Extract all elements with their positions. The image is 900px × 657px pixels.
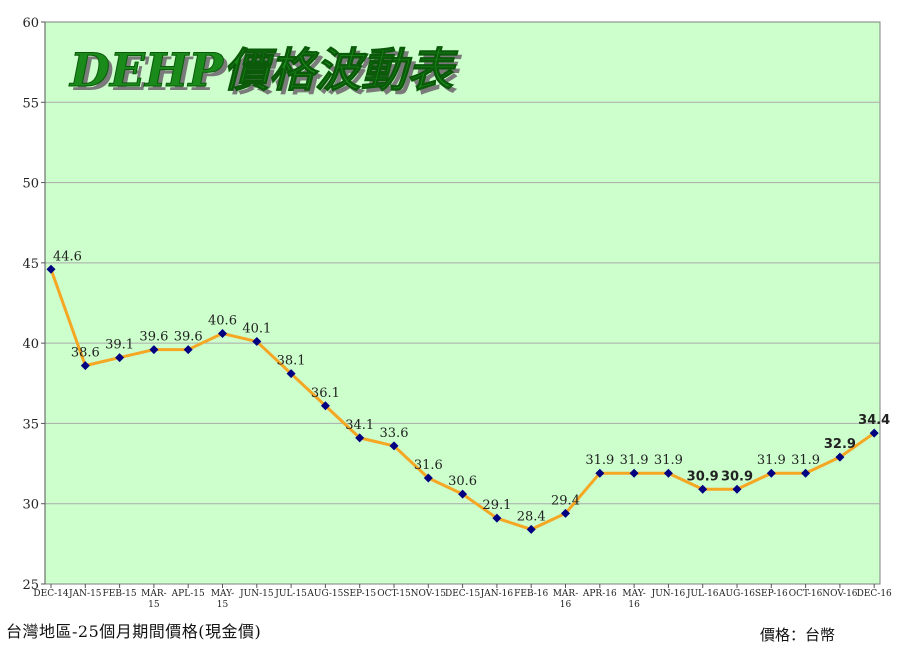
chart-title-shadow: DEHP價格波動表 xyxy=(72,47,463,101)
y-tick-label: 55 xyxy=(22,96,39,111)
data-point xyxy=(869,428,879,438)
data-labels: 44.6 38.6 39.1 39.6 39.6 40.6 40.1 38.1 36.1 34.1… xyxy=(53,249,890,524)
plot-area xyxy=(44,21,881,585)
x-tick-label: DEC-15 xyxy=(445,589,480,599)
data-label: 34.1 xyxy=(345,418,374,433)
data-point xyxy=(355,433,365,443)
x-tick-label: FEB-15 xyxy=(103,589,137,599)
y-tick-label: 60 xyxy=(22,16,39,31)
y-tick-label: 35 xyxy=(22,417,39,432)
y-tick-label: 50 xyxy=(22,177,39,192)
x-tick-label: JUL-15 xyxy=(274,589,307,599)
data-point xyxy=(698,484,708,494)
data-point xyxy=(801,468,811,478)
data-label: 31.9 xyxy=(757,453,786,468)
x-tick-label: DEC-14 xyxy=(33,589,68,599)
data-label: 31.6 xyxy=(414,458,443,473)
data-label: 39.1 xyxy=(105,338,134,353)
y-tick-label: 45 xyxy=(22,257,39,272)
x-tick-label: MAY-16 xyxy=(622,589,645,610)
data-point xyxy=(835,452,845,462)
chart-title: DEHP價格波動表 DEHP價格波動表 xyxy=(68,43,464,102)
x-tick-label: FEB-16 xyxy=(514,589,548,599)
y-tick-label: 30 xyxy=(22,498,39,513)
x-tick-label: APR-16 xyxy=(582,589,617,599)
gridlines xyxy=(45,101,880,505)
x-axis: DEC-14 JAN-15 FEB-15 MAR-15 APL-15 MAY-15 JUN-… xyxy=(33,584,892,610)
data-point xyxy=(218,329,227,339)
x-tick-label: MAR-15 xyxy=(141,589,167,610)
data-label: 39.6 xyxy=(139,330,168,345)
data-point xyxy=(595,468,605,478)
x-tick-label: SEP-15 xyxy=(343,589,376,599)
y-tick-label: 40 xyxy=(22,337,39,352)
x-tick-label: MAR-16 xyxy=(553,589,579,610)
data-point xyxy=(320,401,330,411)
data-label: 30.6 xyxy=(448,474,477,489)
data-point xyxy=(389,441,399,451)
data-point xyxy=(252,337,262,347)
unit-label: 價格：台幣 xyxy=(760,626,836,644)
x-tick-label: JAN-15 xyxy=(68,589,102,599)
data-point xyxy=(561,508,570,518)
data-label: 31.9 xyxy=(620,453,649,468)
data-label: 31.9 xyxy=(791,453,820,468)
data-point xyxy=(115,353,125,363)
x-tick-label: OCT-15 xyxy=(377,589,411,599)
footer-note: 台灣地區-25個月期間價格(現金價) xyxy=(6,622,262,641)
x-tick-label: AUG-16 xyxy=(718,589,755,599)
data-markers xyxy=(46,264,879,534)
data-label: 38.1 xyxy=(277,354,306,369)
chart-title-text: DEHP價格波動表 xyxy=(68,43,459,97)
x-tick-label: NOV-16 xyxy=(822,589,858,599)
data-point xyxy=(492,513,502,523)
data-point xyxy=(663,468,673,478)
data-label: 36.1 xyxy=(311,386,340,401)
data-label: 31.9 xyxy=(585,453,614,468)
y-axis: 25 30 35 40 45 50 55 60 xyxy=(22,16,46,593)
data-point xyxy=(286,369,296,379)
data-point xyxy=(732,484,742,494)
data-label: 34.4 xyxy=(858,413,890,428)
data-label: 40.6 xyxy=(208,314,237,329)
data-label: 30.9 xyxy=(687,469,719,484)
data-label: 38.6 xyxy=(71,346,100,361)
data-point xyxy=(526,524,536,534)
data-label: 30.9 xyxy=(721,469,753,484)
data-point xyxy=(46,264,56,274)
data-point xyxy=(149,345,159,355)
data-label: 31.9 xyxy=(654,453,683,468)
data-label: 32.9 xyxy=(824,437,856,452)
data-point xyxy=(766,468,776,478)
x-tick-label: OCT-16 xyxy=(789,589,823,599)
data-point xyxy=(183,345,193,355)
x-tick-label: NOV-15 xyxy=(411,589,447,599)
x-tick-label: JUL-16 xyxy=(686,589,719,599)
x-tick-label: APL-15 xyxy=(171,589,205,599)
data-point xyxy=(423,473,433,483)
data-label: 40.1 xyxy=(242,322,271,337)
x-tick-label: JUN-16 xyxy=(651,589,686,599)
x-tick-label: SEP-16 xyxy=(755,589,788,599)
data-label: 39.6 xyxy=(174,330,203,345)
line-chart: 25 30 35 40 45 50 55 60 DEC-14 JAN-15 FEB-15 MAR-1… xyxy=(22,16,892,610)
x-tick-label: JAN-16 xyxy=(480,589,514,599)
data-label: 28.4 xyxy=(517,509,546,524)
data-label: 29.1 xyxy=(482,498,511,513)
data-point xyxy=(458,489,468,499)
data-point xyxy=(629,468,639,478)
data-label: 33.6 xyxy=(380,426,409,441)
data-label: 44.6 xyxy=(53,249,82,264)
data-point xyxy=(80,361,90,371)
x-tick-label: DEC-16 xyxy=(857,589,892,599)
y-tick-label: 25 xyxy=(22,578,39,593)
x-tick-label: AUG-15 xyxy=(306,589,343,599)
data-label: 29.4 xyxy=(551,493,580,508)
x-tick-label: JUN-15 xyxy=(239,589,274,599)
x-tick-label: MAY-15 xyxy=(211,589,234,610)
